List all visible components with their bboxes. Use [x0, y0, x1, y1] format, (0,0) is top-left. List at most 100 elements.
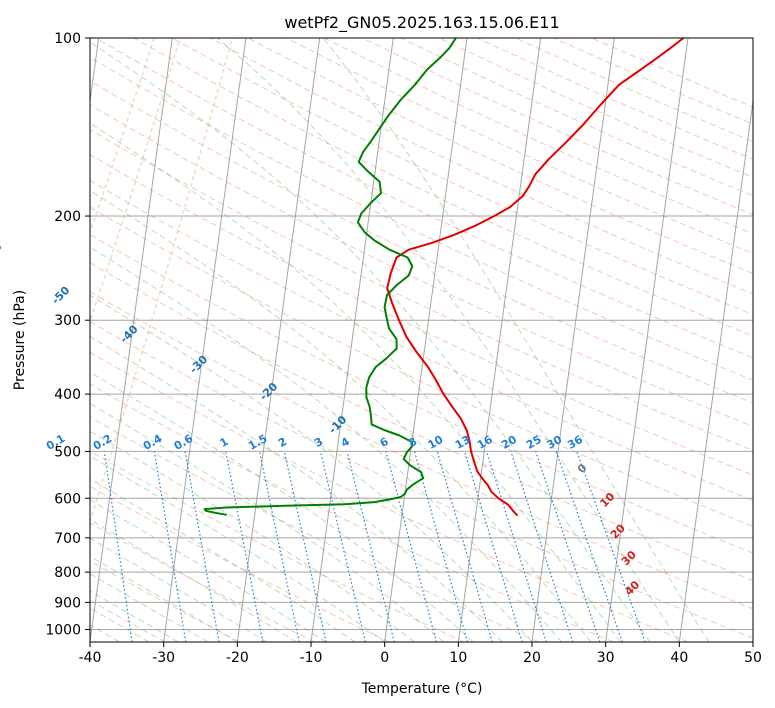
- mixing-ratio-label: 0.2: [91, 432, 114, 453]
- dry-adiabat-line: [90, 233, 753, 554]
- moist-adiabat-line: [322, 38, 710, 642]
- mixing-ratio-label: 25: [524, 433, 544, 452]
- dry-adiabat-label: -40: [117, 322, 140, 345]
- isotherm-line: [457, 38, 542, 642]
- mixing-ratio-line: [535, 451, 601, 642]
- dry-adiabat-line: [90, 522, 315, 642]
- moist-adiabat-line: [90, 189, 592, 642]
- dry-adiabat-line: [362, 38, 753, 216]
- dry-adiabat-line: [90, 128, 753, 452]
- moist-adiabat-line: [90, 371, 474, 642]
- mixing-ratio-label: 6: [378, 435, 391, 450]
- y-tick-label: 800: [54, 565, 81, 581]
- dry-adiabat-line: [514, 38, 753, 143]
- moist-adiabat-line: [90, 335, 503, 642]
- mixing-ratio-label: 8: [406, 435, 419, 450]
- sounding-profiles: [203, 38, 685, 517]
- mixing-ratio-line: [319, 451, 366, 642]
- x-tick-label: -30: [152, 650, 175, 666]
- dry-adiabat-line: [90, 104, 753, 428]
- isotherm-line: [531, 38, 615, 642]
- x-tick-label: 40: [670, 650, 688, 666]
- x-tick-label: 50: [744, 650, 762, 666]
- mixing-ratio-label: 3: [312, 435, 325, 450]
- isotherm-line: [384, 38, 468, 642]
- moist-adiabat-line: [90, 294, 533, 642]
- x-axis-ticks: -40 -30 -20 -10 0 10 20 30 40 50: [79, 642, 762, 666]
- dry-adiabat-line: [591, 38, 753, 108]
- mixing-ratio-line: [258, 451, 300, 642]
- mixing-ratio-line: [385, 451, 438, 642]
- moist-adiabat-line: [90, 590, 179, 642]
- dry-adiabat-line: [90, 291, 753, 610]
- moist-adiabat-line: [90, 478, 356, 642]
- dry-adiabat-line: [90, 154, 753, 476]
- isotherm-line: [310, 38, 394, 642]
- y-tick-label: 500: [54, 444, 81, 460]
- dry-adiabat-line: [286, 38, 753, 254]
- mixing-ratio-line: [576, 451, 646, 642]
- moist-adiabat-label: 30: [619, 548, 639, 568]
- moist-adiabat-label: 10: [597, 490, 617, 510]
- dry-adiabat-label: -60: [0, 240, 5, 263]
- y-tick-label: 1000: [45, 622, 81, 638]
- y-tick-label: 200: [54, 209, 81, 225]
- dewpoint-profile: [203, 38, 457, 516]
- isotherm-line: [605, 38, 689, 642]
- mixing-ratio-line: [436, 451, 493, 642]
- line-annotations: 0.10.20.40.611.52346810131620253036-100-…: [0, 240, 643, 598]
- mixing-ratio-line: [225, 451, 264, 642]
- moist-adiabat-line: [90, 122, 621, 642]
- dry-adiabat-line: [209, 38, 753, 295]
- moist-adiabat-line: [90, 537, 268, 642]
- x-tick-label: -20: [226, 650, 249, 666]
- x-tick-label: 30: [597, 650, 615, 666]
- dry-adiabat-line: [171, 38, 753, 316]
- isotherm-line: [163, 38, 247, 642]
- mixing-ratio-line: [463, 451, 523, 642]
- dry-adiabat-line: [247, 38, 753, 275]
- x-tick-label: -40: [79, 650, 102, 666]
- mixing-ratio-line: [555, 451, 623, 642]
- x-axis-label: Temperature (°C): [361, 681, 483, 697]
- dry-adiabat-line: [95, 38, 753, 359]
- dry-adiabat-line: [90, 56, 753, 381]
- dry-adiabat-line: [90, 206, 753, 527]
- mixing-ratio-line: [413, 451, 469, 642]
- y-tick-label: 400: [54, 387, 81, 403]
- dry-adiabat-line: [438, 38, 753, 178]
- mixing-ratio-label: 1: [217, 435, 230, 450]
- mixing-ratio-label: 20: [499, 433, 519, 452]
- y-tick-label: 100: [54, 31, 81, 47]
- moist-adiabat-line: [90, 518, 297, 642]
- temperature-profile: [386, 38, 685, 517]
- y-tick-label: 700: [54, 531, 81, 547]
- mixing-ratio-line: [283, 451, 327, 642]
- mixing-ratio-line: [184, 451, 220, 642]
- saturation-guide-line: [90, 38, 234, 524]
- moist-adiabat-line: [90, 573, 209, 642]
- y-axis-ticks: 100 200 300 400 500 600 700 800 900 1000: [45, 31, 90, 638]
- mixing-ratio-line: [153, 451, 187, 642]
- mixing-ratio-label: 16: [475, 433, 495, 452]
- mixing-ratio-label: 36: [565, 433, 585, 452]
- moist-adiabat-line: [90, 555, 238, 642]
- dry-adiabat-line: [90, 262, 753, 582]
- isotherm-line: [90, 38, 173, 642]
- mixing-ratio-label: 0.4: [141, 432, 165, 453]
- moist-adiabat-line: [90, 246, 562, 642]
- dry-adiabat-line: [90, 321, 753, 639]
- isotherm-line: [90, 38, 100, 106]
- chart-title: wetPf2_GN05.2025.163.15.06.E11: [284, 13, 559, 33]
- moist-adiabat-line: [90, 499, 326, 642]
- y-tick-label: 300: [54, 313, 81, 329]
- background-gridlines: [90, 38, 753, 642]
- moist-adiabat-label: 20: [608, 521, 628, 541]
- isotherm-line: [752, 638, 753, 642]
- mixing-ratio-label: 2: [276, 435, 289, 450]
- plot-frame: [89, 37, 754, 643]
- mixing-ratio-line: [103, 451, 133, 642]
- mixing-ratio-label: 10: [426, 433, 446, 452]
- mixing-ratio-label: 4: [339, 435, 352, 450]
